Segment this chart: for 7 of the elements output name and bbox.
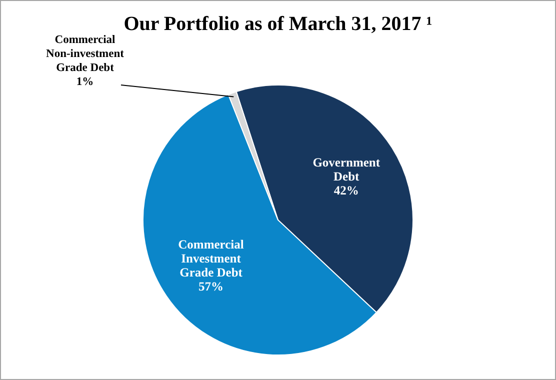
chart-title: Our Portfolio as of March 31, 2017 ¹ (124, 13, 432, 35)
slice-label: Government Debt (312, 156, 381, 184)
slice-label: Commercial Non-investment Grade Debt (46, 34, 124, 74)
data-label: 1% (76, 76, 94, 88)
slice-label: Commercial Investment Grade Debt (178, 238, 244, 280)
data-label: 57% (198, 280, 224, 294)
data-label: 42% (334, 184, 359, 198)
